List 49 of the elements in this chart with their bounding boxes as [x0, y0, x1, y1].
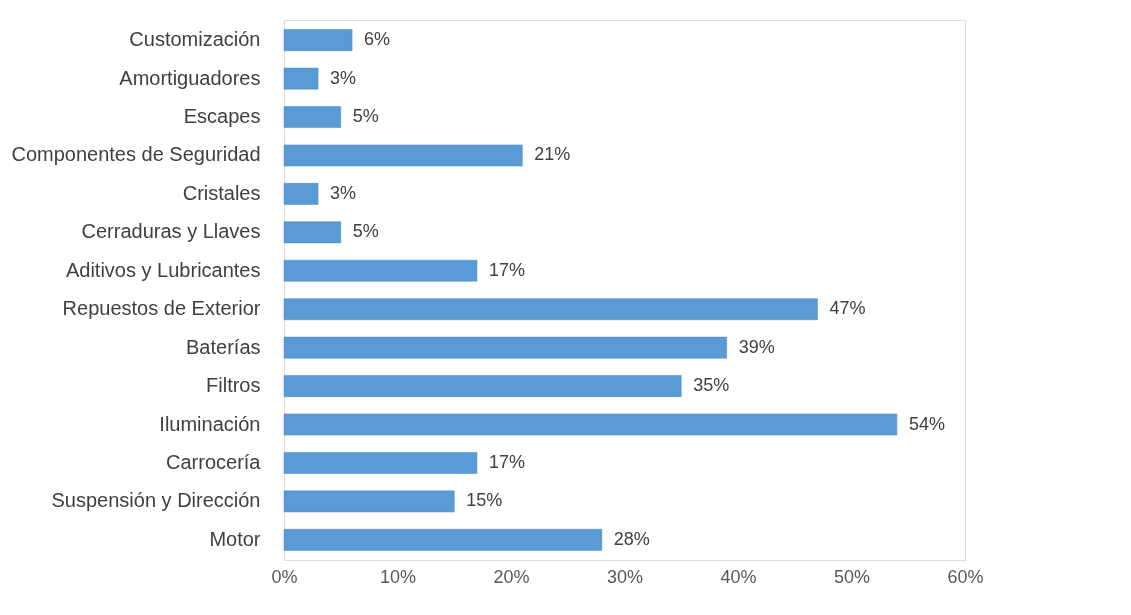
y-tick-label: Filtros	[206, 374, 261, 397]
bar	[283, 106, 341, 128]
data-label: 28%	[613, 528, 650, 549]
data-label: 35%	[693, 375, 730, 396]
y-tick-label: Componentes de Seguridad	[11, 143, 261, 166]
bar	[283, 529, 603, 551]
y-tick-label: Suspensión y Dirección	[51, 489, 261, 512]
data-label: 3%	[330, 182, 357, 203]
y-tick-label: Customización	[129, 28, 261, 51]
y-tick-label: Escapes	[183, 105, 261, 128]
x-tick-label: 60%	[947, 566, 984, 587]
y-tick-label: Amortiguadores	[119, 66, 261, 89]
bar	[283, 413, 898, 436]
y-tick-label: Baterías	[186, 335, 261, 358]
data-label: 54%	[908, 413, 945, 434]
y-tick-label: Aditivos y Lubricantes	[65, 258, 261, 281]
x-tick-label: 0%	[271, 566, 298, 587]
data-label: 17%	[488, 451, 525, 472]
bar	[283, 259, 478, 282]
data-label: 3%	[330, 67, 357, 88]
x-tick-label: 30%	[606, 566, 644, 587]
bar	[283, 452, 478, 474]
data-label: 6%	[364, 29, 391, 50]
data-label: 15%	[466, 490, 503, 511]
data-label: 5%	[352, 221, 379, 242]
bar	[283, 375, 682, 397]
y-tick-label: Repuestos de Exterior	[62, 297, 261, 320]
data-label: 39%	[738, 336, 775, 357]
bar	[283, 221, 341, 244]
x-tick-label: 10%	[379, 566, 417, 587]
x-tick-label: 50%	[833, 566, 871, 587]
data-label: 47%	[829, 298, 866, 319]
y-tick-label: Carrocería	[166, 450, 262, 473]
x-tick-label: 20%	[493, 566, 530, 587]
bar	[283, 183, 319, 205]
bar	[283, 67, 319, 90]
bar	[283, 29, 353, 51]
data-label: 21%	[534, 144, 571, 165]
y-tick-label: Motor	[209, 527, 261, 550]
x-tick-label: 40%	[720, 566, 757, 587]
bar	[283, 298, 818, 321]
bar	[283, 336, 727, 359]
y-tick-label: Cristales	[182, 181, 261, 204]
data-label: 5%	[352, 106, 379, 127]
bar	[283, 490, 455, 513]
bar	[283, 144, 523, 167]
data-label: 17%	[488, 259, 525, 280]
y-tick-label: Cerraduras y Llaves	[81, 220, 261, 243]
y-tick-label: Iluminación	[159, 412, 261, 435]
